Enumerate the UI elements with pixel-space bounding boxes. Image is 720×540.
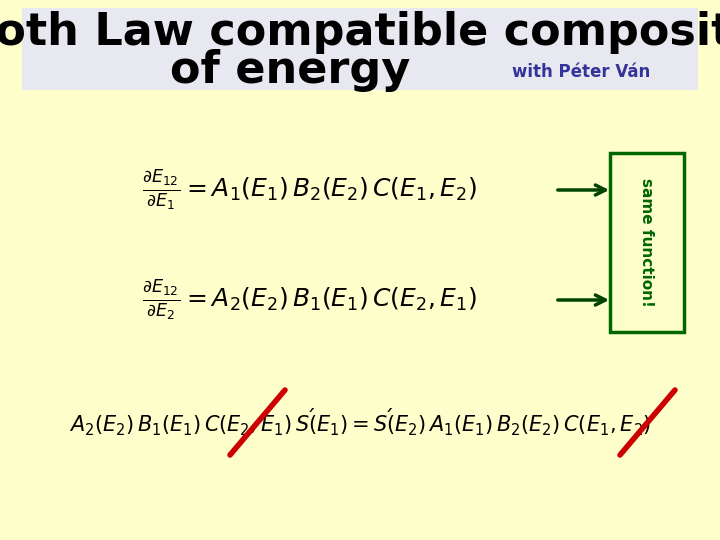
Text: same function!: same function!	[639, 178, 654, 307]
Text: $\frac{\partial E_{12}}{\partial E_1} = A_1(E_1)\, B_2(E_2)\, C(E_1,E_2)$: $\frac{\partial E_{12}}{\partial E_1} = …	[143, 168, 477, 212]
FancyBboxPatch shape	[610, 153, 684, 332]
Text: Zeroth Law compatible composition: Zeroth Law compatible composition	[0, 10, 720, 53]
FancyBboxPatch shape	[22, 8, 698, 90]
Text: of energy: of energy	[170, 49, 410, 91]
Text: $\frac{\partial E_{12}}{\partial E_2} = A_2(E_2)\, B_1(E_1)\, C(E_2,E_1)$: $\frac{\partial E_{12}}{\partial E_2} = …	[143, 278, 477, 322]
Text: $A_2(E_2)\,B_1(E_1)\,C(E_2,E_1)\,S\'(E_1) = S\'(E_2)\,A_1(E_1)\,B_2(E_2)\,C(E_1,: $A_2(E_2)\,B_1(E_1)\,C(E_2,E_1)\,S\'(E_1…	[69, 407, 651, 437]
Text: with Péter Ván: with Péter Ván	[512, 63, 650, 81]
